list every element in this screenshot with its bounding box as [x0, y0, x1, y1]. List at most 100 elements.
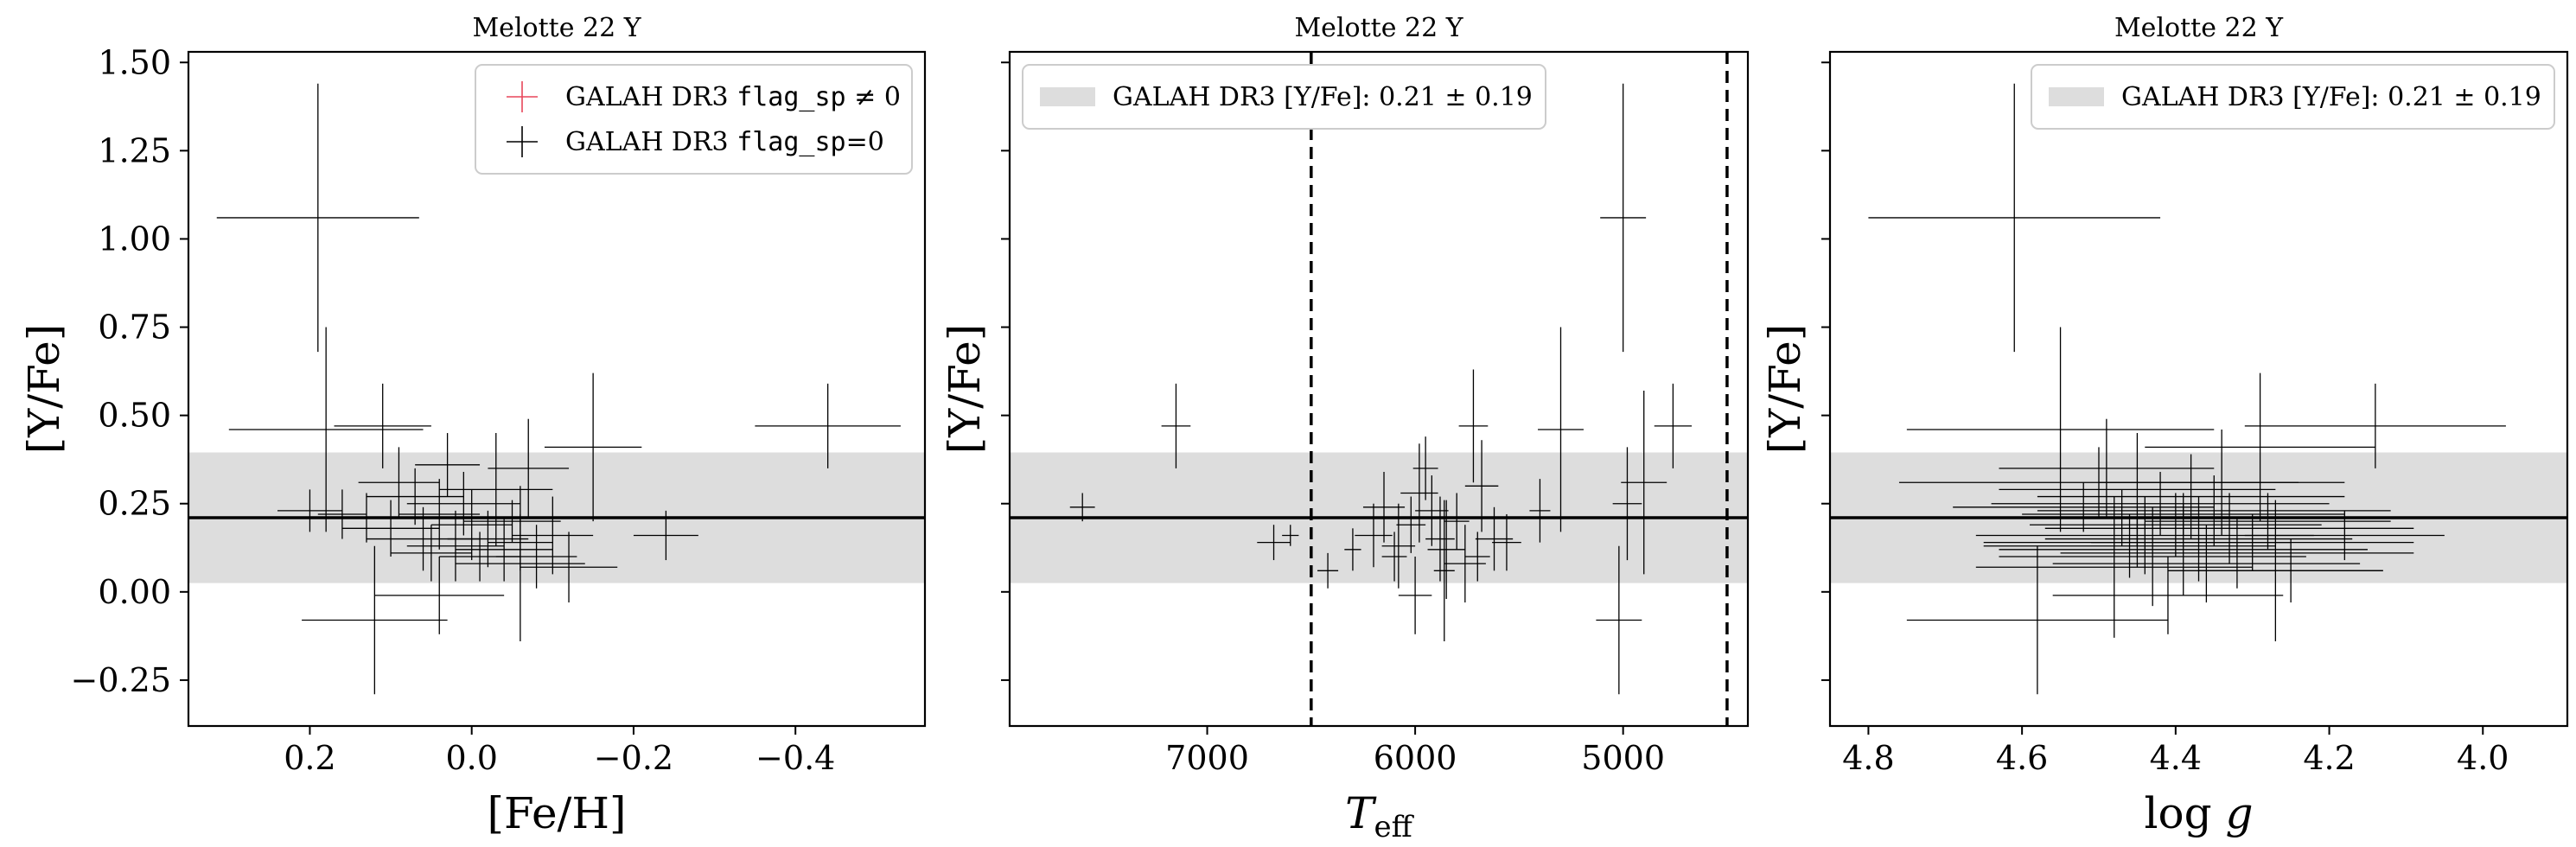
data-point: [334, 383, 431, 468]
y-tick-label: 0.25: [98, 485, 171, 523]
data-point: [1529, 479, 1551, 543]
data-point: [391, 525, 472, 582]
plot-area: [1010, 52, 1748, 726]
x-tick-label: 5000: [1581, 739, 1665, 777]
legend-label: GALAH DR3 flag_sp ≠ 0: [565, 82, 901, 112]
data-point: [1612, 447, 1642, 561]
data-point: [430, 489, 513, 561]
data-point: [399, 479, 481, 550]
data-point: [2167, 500, 2383, 641]
data-point: [1999, 418, 2215, 519]
y-tick-label: 1.25: [98, 131, 171, 169]
data-point: [1906, 545, 2168, 695]
panel-1: 0.2 0.0 −0.2 −0.4 −0.25 0.00 0.25 0.50 0.75 1.00 1…: [19, 13, 927, 838]
data-point: [463, 500, 561, 543]
plot-area: [1830, 83, 2567, 695]
data-point: [1906, 327, 2215, 532]
data-point: [1953, 482, 2215, 532]
y-axis-label: [Y/Fe]: [19, 324, 69, 454]
y-tick-label: −0.25: [71, 661, 171, 699]
panel-title: Melotte 22 Y: [2114, 13, 2284, 43]
data-point: [1621, 391, 1667, 575]
data-point: [302, 545, 448, 695]
data-point: [1398, 556, 1432, 634]
x-axis-label: [Fe/H]: [487, 788, 626, 838]
data-point: [1425, 496, 1455, 582]
x-tick-label: 0.2: [284, 739, 335, 777]
x-axis-label: Teff: [1345, 788, 1414, 844]
data-point: [2244, 383, 2506, 468]
data-point: [277, 489, 342, 532]
data-point: [488, 418, 570, 519]
legend: GALAH DR3 flag_sp ≠ 0 GALAH DR3 flag_sp=0: [475, 64, 913, 175]
data-point: [374, 556, 505, 634]
data-point: [1983, 518, 2292, 568]
data-point: [415, 433, 481, 497]
data-point: [544, 373, 642, 522]
x-tick-label: 6000: [1374, 739, 1457, 777]
axes-frame: [1008, 50, 1750, 728]
data-point: [2145, 493, 2391, 550]
data-point: [1458, 369, 1489, 483]
legend-band-swatch: [2049, 87, 2104, 106]
legend-box: [2031, 64, 2555, 130]
panel-title: Melotte 22 Y: [1294, 13, 1463, 43]
data-point: [1596, 545, 1642, 695]
x-tick-label: 4.0: [2457, 739, 2509, 777]
data-point: [512, 496, 594, 575]
data-point: [1444, 525, 1486, 603]
data-point: [216, 83, 419, 353]
x-tick-label: 7000: [1165, 739, 1249, 777]
y-tick-label: 0.00: [98, 573, 171, 611]
data-point: [1317, 552, 1339, 589]
data-point: [1868, 83, 2161, 353]
y-axis-label: [Y/Fe]: [940, 324, 990, 454]
data-point: [2037, 475, 2391, 546]
data-point: [2052, 556, 2284, 634]
data-point: [1257, 525, 1291, 561]
y-tick-label: 1.00: [98, 220, 171, 258]
data-point: [2052, 525, 2361, 603]
data-point: [1355, 503, 1393, 568]
data-point: [1492, 513, 1521, 571]
axes-frame: [187, 50, 927, 728]
x-tick-label: −0.4: [756, 739, 835, 777]
panel-title: Melotte 22 Y: [472, 13, 641, 43]
panel-3: 4.8 4.6 4.4 4.2 4.0 Melotte 22 Y log g [Y/Fe] GA…: [1760, 13, 2569, 838]
data-point: [439, 532, 520, 582]
data-point: [455, 486, 585, 641]
data-point: [1600, 83, 1647, 353]
data-point: [1282, 525, 1299, 546]
data-point: [317, 489, 367, 539]
x-axis-label: log g: [2144, 788, 2253, 838]
legend-label: GALAH DR3 [Y/Fe]: 0.21 ± 0.19: [2121, 82, 2541, 112]
data-point: [1538, 327, 1584, 532]
x-tick-label: 4.8: [1842, 739, 1894, 777]
data-point: [1161, 383, 1191, 468]
data-point: [1433, 500, 1455, 641]
y-tick-label: 0.75: [98, 309, 171, 347]
data-point: [1362, 471, 1406, 543]
data-point: [1412, 436, 1438, 500]
x-tick-label: 4.4: [2150, 739, 2202, 777]
data-point: [1444, 493, 1470, 550]
data-point: [1975, 496, 2253, 638]
data-point: [2022, 493, 2345, 536]
y-tick-label: 0.50: [98, 397, 171, 435]
data-point: [358, 447, 440, 519]
legend-band-swatch: [1040, 87, 1095, 106]
legend-box: [1022, 64, 1546, 130]
data-point: [1999, 506, 2306, 607]
data-point: [1344, 528, 1361, 571]
data-point: [520, 532, 618, 603]
panel-2: 7000 6000 5000 Melotte 22 Y Teff [Y/Fe] GALAH …: [940, 13, 1750, 844]
legend: GALAH DR3 [Y/Fe]: 0.21 ± 0.19: [2031, 64, 2555, 130]
plot-area: [188, 83, 925, 695]
legend-label: GALAH DR3 [Y/Fe]: 0.21 ± 0.19: [1113, 82, 1533, 112]
data-point: [1464, 532, 1490, 582]
data-point: [1396, 496, 1426, 553]
data-point: [1654, 383, 1693, 468]
data-point: [2044, 493, 2414, 564]
data-point: [228, 327, 424, 532]
